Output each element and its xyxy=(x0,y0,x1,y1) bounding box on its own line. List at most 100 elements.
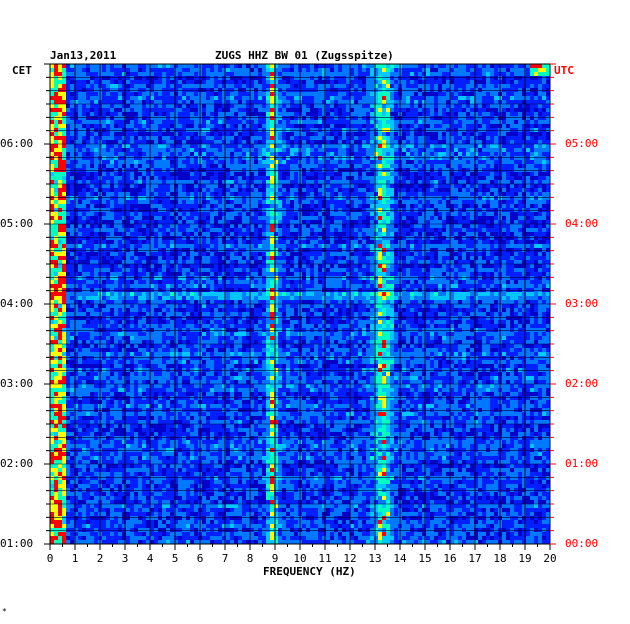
spectrogram-cell xyxy=(230,244,234,248)
spectrogram-cell xyxy=(238,224,242,228)
spectrogram-cell xyxy=(246,120,250,124)
spectrogram-cell xyxy=(162,92,166,96)
spectrogram-cell xyxy=(206,68,210,72)
spectrogram-cell xyxy=(506,196,510,200)
spectrogram-cell xyxy=(278,240,282,244)
spectrogram-cell xyxy=(506,72,510,76)
spectrogram-cell xyxy=(302,164,306,168)
spectrogram-cell xyxy=(414,184,418,188)
spectrogram-cell xyxy=(82,204,86,208)
spectrogram-cell xyxy=(442,164,446,168)
spectrogram-cell xyxy=(378,96,382,100)
spectrogram-cell xyxy=(122,160,126,164)
spectrogram-cell xyxy=(266,80,270,84)
spectrogram-cell xyxy=(314,96,318,100)
spectrogram-cell xyxy=(182,128,186,132)
spectrogram-cell xyxy=(422,236,426,240)
spectrogram-cell xyxy=(330,248,334,252)
spectrogram-cell xyxy=(446,120,450,124)
spectrogram-cell xyxy=(478,172,482,176)
spectrogram-cell xyxy=(174,244,178,248)
spectrogram-cell xyxy=(330,160,334,164)
spectrogram-cell xyxy=(254,200,258,204)
spectrogram-cell xyxy=(346,120,350,124)
spectrogram-cell xyxy=(350,240,354,244)
spectrogram-cell xyxy=(174,196,178,200)
spectrogram-cell xyxy=(326,136,330,140)
spectrogram-cell xyxy=(314,136,318,140)
spectrogram-cell xyxy=(222,104,226,108)
spectrogram-cell xyxy=(290,164,294,168)
spectrogram-cell xyxy=(450,228,454,232)
spectrogram-cell xyxy=(190,252,194,256)
spectrogram-cell xyxy=(278,164,282,168)
spectrogram-cell xyxy=(502,128,506,132)
spectrogram-cell xyxy=(362,168,366,172)
spectrogram-cell xyxy=(338,100,342,104)
spectrogram-cell xyxy=(370,136,374,140)
spectrogram-cell xyxy=(470,104,474,108)
spectrogram-cell xyxy=(102,172,106,176)
spectrogram-cell xyxy=(310,172,314,176)
spectrogram-cell xyxy=(202,128,206,132)
spectrogram-cell xyxy=(430,140,434,144)
spectrogram-cell xyxy=(294,64,298,68)
spectrogram-cell xyxy=(106,84,110,88)
spectrogram-cell xyxy=(434,100,438,104)
spectrogram-cell xyxy=(82,228,86,232)
spectrogram-cell xyxy=(378,88,382,92)
spectrogram-cell xyxy=(322,216,326,220)
spectrogram-cell xyxy=(418,92,422,96)
spectrogram-cell xyxy=(322,160,326,164)
spectrogram-cell xyxy=(406,236,410,240)
spectrogram-cell xyxy=(506,204,510,208)
spectrogram-cell xyxy=(310,248,314,252)
spectrogram-cell xyxy=(70,68,74,72)
spectrogram-cell xyxy=(74,164,78,168)
spectrogram-cell xyxy=(506,160,510,164)
spectrogram-cell xyxy=(350,184,354,188)
spectrogram-cell xyxy=(354,76,358,80)
spectrogram-cell xyxy=(342,200,346,204)
spectrogram-cell xyxy=(390,128,394,132)
spectrogram-cell xyxy=(338,148,342,152)
spectrogram-cell xyxy=(378,92,382,96)
spectrogram-cell xyxy=(546,116,550,120)
spectrogram-cell xyxy=(234,228,238,232)
spectrogram-cell xyxy=(362,244,366,248)
spectrogram-cell xyxy=(58,220,62,224)
spectrogram-cell xyxy=(278,232,282,236)
spectrogram-cell xyxy=(466,120,470,124)
spectrogram-cell xyxy=(346,140,350,144)
spectrogram-cell xyxy=(434,232,438,236)
spectrogram-cell xyxy=(214,168,218,172)
spectrogram-cell xyxy=(514,148,518,152)
spectrogram-cell xyxy=(382,136,386,140)
spectrogram-cell xyxy=(478,128,482,132)
spectrogram-cell xyxy=(62,220,66,224)
spectrogram-cell xyxy=(162,164,166,168)
spectrogram-cell xyxy=(538,196,542,200)
spectrogram-cell xyxy=(514,112,518,116)
spectrogram-cell xyxy=(226,120,230,124)
spectrogram-cell xyxy=(150,152,154,156)
spectrogram-cell xyxy=(262,236,266,240)
spectrogram-cell xyxy=(374,132,378,136)
spectrogram-cell xyxy=(266,144,270,148)
spectrogram-cell xyxy=(390,92,394,96)
spectrogram-cell xyxy=(146,220,150,224)
spectrogram-cell xyxy=(474,240,478,244)
spectrogram-cell xyxy=(330,116,334,120)
spectrogram-cell xyxy=(502,172,506,176)
spectrogram-cell xyxy=(306,156,310,160)
spectrogram-cell xyxy=(286,204,290,208)
spectrogram-cell xyxy=(478,164,482,168)
spectrogram-cell xyxy=(434,84,438,88)
spectrogram-cell xyxy=(82,120,86,124)
spectrogram-cell xyxy=(446,124,450,128)
spectrogram-cell xyxy=(90,220,94,224)
spectrogram-cell xyxy=(94,196,98,200)
spectrogram-cell xyxy=(450,200,454,204)
spectrogram-cell xyxy=(390,96,394,100)
spectrogram-cell xyxy=(50,92,54,96)
